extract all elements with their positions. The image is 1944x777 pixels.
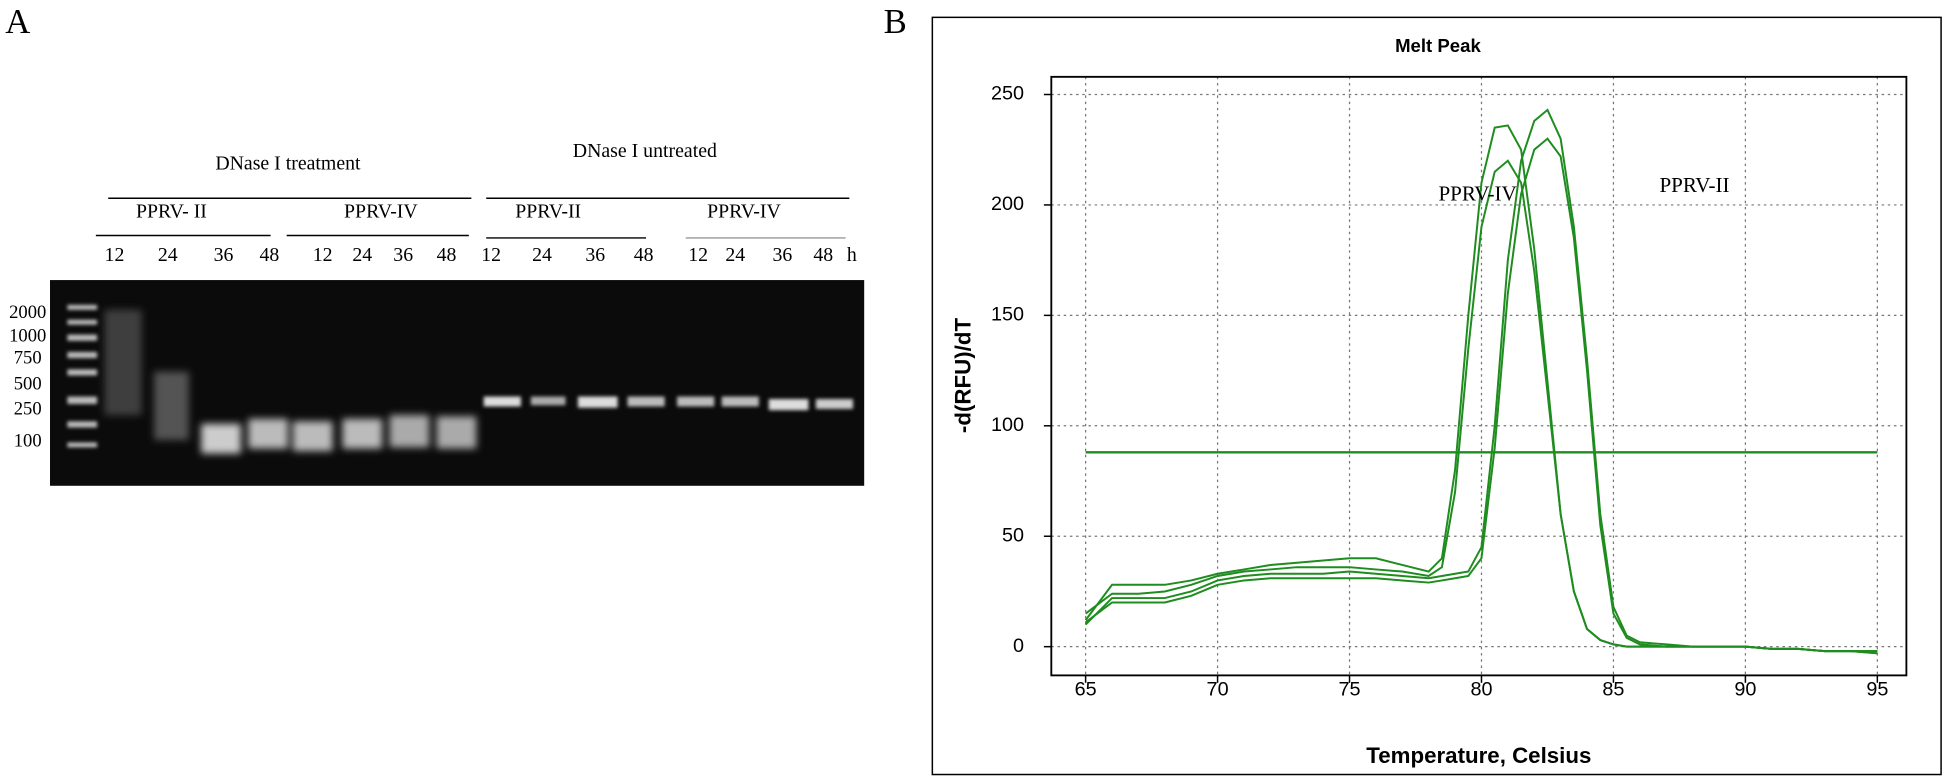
group-label: PPRV-II bbox=[515, 201, 581, 223]
plot-frame bbox=[1050, 75, 1908, 677]
panel-a: A DNase I treatment DNase I untreated PP… bbox=[5, 2, 865, 486]
group-label: PPRV-IV bbox=[344, 201, 418, 223]
y-tick-label: 200 bbox=[991, 193, 1024, 215]
lane-label: 24 bbox=[532, 244, 552, 266]
sample-bands bbox=[104, 309, 477, 454]
annotation: PPRV-IV bbox=[1438, 182, 1516, 206]
y-tick-label: 0 bbox=[1013, 635, 1024, 657]
lane-label: 36 bbox=[393, 244, 413, 266]
y-tick-label: 250 bbox=[991, 83, 1024, 105]
group-label: PPRV- II bbox=[136, 201, 207, 223]
x-axis-title: Temperature, Celsius bbox=[1366, 743, 1591, 768]
ladder-label: 2000 bbox=[9, 302, 46, 323]
lane-label: 48 bbox=[634, 244, 654, 266]
lane-label: 24 bbox=[158, 244, 178, 266]
lane-label: 48 bbox=[813, 244, 833, 266]
lane-label: 24 bbox=[725, 244, 745, 266]
ladder-label: 1000 bbox=[9, 325, 46, 346]
x-tick-label: 70 bbox=[1207, 678, 1229, 700]
header: DNase I untreated bbox=[573, 140, 717, 162]
lane-label: 36 bbox=[772, 244, 792, 266]
lane-label: 12 bbox=[481, 244, 501, 266]
chart-title: Melt Peak bbox=[1395, 35, 1481, 56]
ladder-bands bbox=[67, 304, 98, 448]
panel-label: B bbox=[884, 2, 907, 41]
lane-label: 36 bbox=[585, 244, 605, 266]
header: DNase I treatment bbox=[215, 152, 361, 174]
y-axis-title: -d(RFU)/dT bbox=[950, 318, 975, 434]
ladder-label: 100 bbox=[14, 431, 42, 452]
ladder-label: 250 bbox=[14, 398, 42, 419]
panel-label: A bbox=[5, 2, 30, 41]
lane-label: 12 bbox=[105, 244, 125, 266]
x-tick-label: 75 bbox=[1339, 678, 1361, 700]
group-label: PPRV-IV bbox=[707, 201, 781, 223]
lane-label: 48 bbox=[437, 244, 457, 266]
lane-label: 12 bbox=[688, 244, 708, 266]
x-tick-label: 65 bbox=[1075, 678, 1097, 700]
x-tick-label: 80 bbox=[1470, 678, 1492, 700]
lane-label: h bbox=[847, 244, 857, 266]
annotation: PPRV-II bbox=[1659, 173, 1729, 197]
melt-curve bbox=[1085, 137, 1878, 653]
x-tick-label: 90 bbox=[1734, 678, 1756, 700]
ladder-label: 500 bbox=[14, 374, 42, 395]
lane-label: 36 bbox=[214, 244, 234, 266]
y-tick-label: 50 bbox=[1002, 524, 1024, 546]
panel-frame bbox=[931, 16, 1942, 776]
y-tick-label: 150 bbox=[991, 304, 1024, 326]
x-tick-label: 85 bbox=[1602, 678, 1624, 700]
y-tick-label: 100 bbox=[991, 414, 1024, 436]
lane-label: 24 bbox=[352, 244, 372, 266]
x-tick-label: 95 bbox=[1866, 678, 1888, 700]
lane-label: 48 bbox=[259, 244, 279, 266]
lane-label: 12 bbox=[313, 244, 333, 266]
ladder-label: 750 bbox=[14, 348, 42, 369]
sample-bands bbox=[483, 396, 854, 411]
